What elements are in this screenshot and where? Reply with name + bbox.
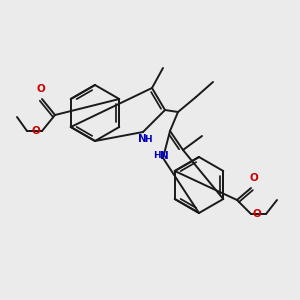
Text: N: N [138, 134, 146, 144]
Text: O: O [250, 173, 258, 183]
Text: N: N [160, 151, 168, 161]
Text: O: O [37, 84, 45, 94]
Text: H: H [153, 152, 161, 160]
Text: O: O [253, 209, 261, 219]
Text: H: H [144, 134, 152, 143]
Text: O: O [32, 126, 40, 136]
